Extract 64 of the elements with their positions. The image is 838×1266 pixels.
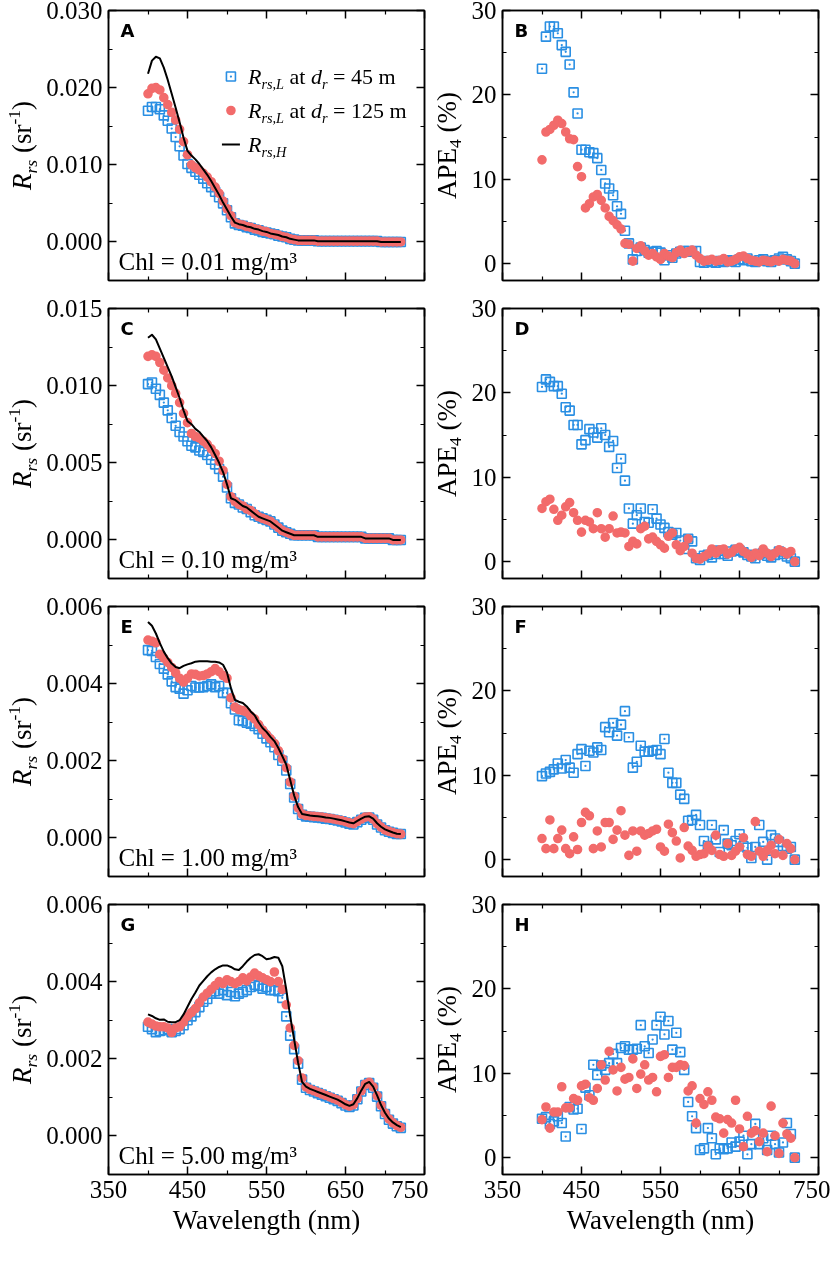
x-tick-label: 650 [326, 1175, 365, 1203]
y-tick-label: 0.030 [46, 0, 103, 24]
y-tick-label: 0.006 [46, 891, 103, 918]
y-tick-label: 10 [471, 761, 497, 789]
x-tick-label: 650 [720, 1175, 759, 1203]
y-tick-label: 0.010 [46, 372, 103, 400]
text: B [514, 19, 529, 41]
annotation: Chl = 0.01 mg/m³ [118, 247, 298, 275]
y-tick-label: 10 [471, 463, 497, 491]
y-tick-label: 0.010 [46, 151, 103, 179]
y-tick-label: 0.020 [46, 74, 103, 102]
annotation: Chl = 0.10 mg/m³ [118, 545, 298, 573]
x-tick-label: 550 [247, 1175, 286, 1203]
x-axis-title: Wavelength (nm) [566, 1204, 755, 1235]
y-tick-label: 30 [471, 593, 497, 620]
y-tick-label: 0.005 [46, 449, 103, 477]
y-axis-title: APE4 (%) [431, 985, 466, 1093]
x-tick-label: 350 [483, 1175, 522, 1203]
y-axis-title: Rrs (sr-1) [3, 696, 41, 787]
y-tick-label: 0.002 [46, 747, 103, 775]
y-tick-label: 0.004 [46, 968, 103, 996]
y-tick-label: 0 [484, 1144, 497, 1172]
annotation: Chl = 1.00 mg/m³ [118, 843, 298, 871]
y-axis-title: Rrs (sr-1) [3, 100, 41, 191]
text: H [514, 913, 530, 935]
y-tick-label: 0.002 [46, 1045, 103, 1073]
text: E [120, 615, 133, 637]
y-tick-label: 0.000 [46, 228, 103, 256]
y-tick-label: 0 [484, 846, 497, 874]
y-tick-label: 20 [471, 379, 497, 407]
text: F [514, 615, 527, 637]
x-tick-label: 550 [641, 1175, 680, 1203]
y-tick-label: 30 [471, 295, 497, 322]
x-tick-label: 450 [562, 1175, 601, 1203]
x-tick-label: 750 [793, 1175, 831, 1203]
y-tick-label: 10 [471, 1059, 497, 1087]
x-tick-label: 450 [168, 1175, 207, 1203]
y-axis-title: Rrs (sr-1) [3, 994, 41, 1085]
y-tick-label: 30 [471, 891, 497, 918]
x-tick-label: 750 [391, 1175, 429, 1203]
text: C [120, 317, 134, 339]
text: G [120, 913, 136, 935]
y-axis-title: APE4 (%) [431, 389, 466, 497]
y-tick-label: 0.000 [46, 1122, 103, 1150]
y-tick-label: 0 [484, 548, 497, 576]
text: A [120, 19, 135, 41]
x-tick-label: 350 [89, 1175, 128, 1203]
annotation: Chl = 5.00 mg/m³ [118, 1141, 298, 1169]
y-tick-label: 0.000 [46, 526, 103, 554]
y-tick-label: 0.006 [46, 593, 103, 620]
y-axis-title: APE4 (%) [431, 687, 466, 795]
y-tick-label: 10 [471, 165, 497, 193]
y-tick-label: 20 [471, 81, 497, 109]
y-tick-label: 20 [471, 677, 497, 705]
y-axis-title: Rrs (sr-1) [3, 398, 41, 489]
y-tick-label: 0.004 [46, 670, 103, 698]
y-tick-label: 30 [471, 0, 497, 24]
x-axis-title: Wavelength (nm) [172, 1204, 361, 1235]
y-axis-title: APE4 (%) [431, 91, 466, 199]
y-tick-label: 0.000 [46, 824, 103, 852]
text: D [514, 317, 530, 339]
y-tick-label: 20 [471, 975, 497, 1003]
y-tick-label: 0 [484, 250, 497, 278]
y-tick-label: 0.015 [46, 295, 103, 322]
